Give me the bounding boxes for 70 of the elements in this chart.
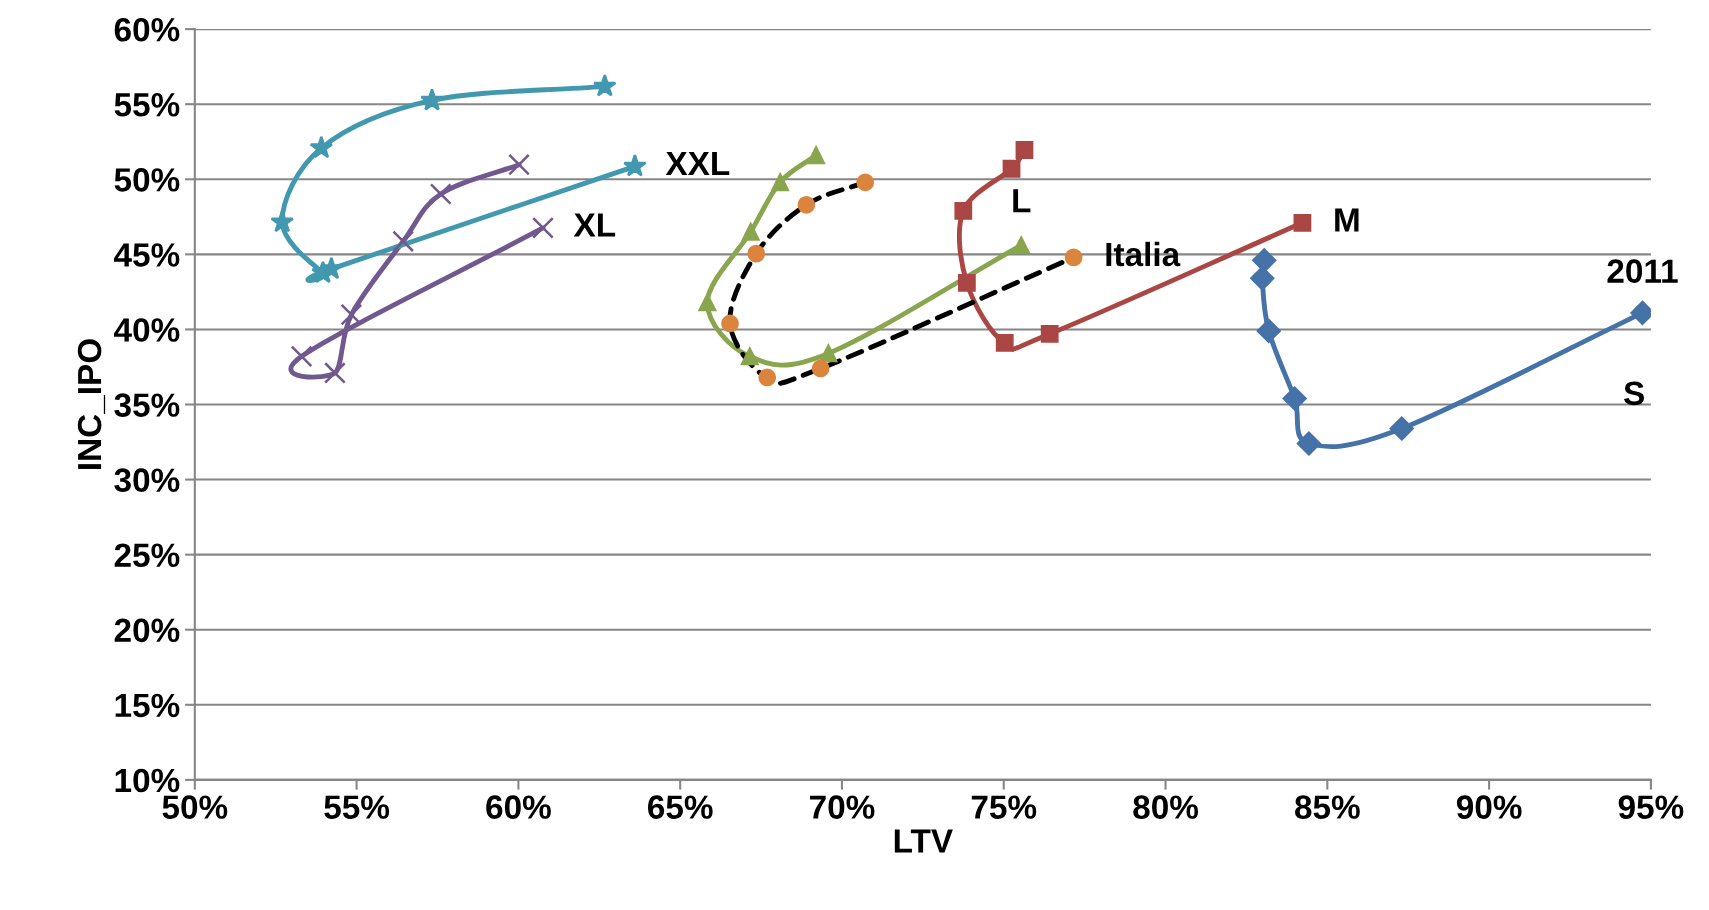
point	[1256, 318, 1281, 343]
point	[1015, 141, 1034, 159]
y-tick-label: 55%	[114, 93, 180, 117]
point	[807, 146, 825, 165]
y-axis-title: INC_IPO	[77, 339, 106, 469]
x-tick-label: 65%	[648, 795, 713, 819]
point	[747, 244, 766, 263]
x-tick-label: 80%	[1133, 795, 1199, 819]
point	[721, 314, 739, 333]
point	[323, 361, 346, 384]
y-tick-label: 50%	[114, 168, 180, 192]
series-label: M	[1335, 208, 1359, 232]
y-tick-label: 10%	[115, 768, 180, 793]
point	[995, 334, 1014, 352]
point	[592, 73, 617, 97]
point	[1252, 248, 1277, 273]
point	[319, 256, 344, 280]
y-tick-label: 35%	[114, 393, 180, 417]
x-tick-label: 75%	[971, 795, 1037, 819]
point	[270, 209, 295, 233]
point	[856, 173, 875, 192]
point	[954, 201, 973, 220]
x-tick-label: 90%	[1456, 795, 1522, 819]
y-tick-label: 45%	[114, 243, 180, 267]
series-label: XXL	[665, 152, 730, 175]
point	[1250, 266, 1275, 291]
x-tick-label: 60%	[486, 795, 551, 819]
point	[1064, 248, 1083, 267]
point	[1282, 386, 1307, 411]
x-tick-label: 95%	[1618, 795, 1684, 819]
point	[1002, 159, 1021, 178]
point	[309, 135, 334, 159]
point	[698, 293, 717, 312]
series-label: XL	[573, 213, 616, 237]
point	[429, 183, 452, 205]
y-tick-label: 25%	[114, 543, 180, 568]
point	[290, 345, 313, 368]
series-label: L	[1013, 189, 1031, 213]
y-tick-label: 40%	[114, 318, 180, 342]
point	[1389, 416, 1414, 441]
point	[741, 222, 760, 241]
point	[957, 273, 976, 292]
point	[797, 195, 816, 214]
y-tick-label: 30%	[114, 468, 180, 493]
y-tick-label: 20%	[114, 618, 180, 643]
point	[532, 216, 554, 239]
point	[811, 359, 830, 378]
series-label: S	[1623, 381, 1644, 406]
point	[340, 303, 363, 326]
series-label: Italia	[1106, 241, 1181, 267]
point	[1012, 236, 1031, 255]
point	[1293, 213, 1312, 232]
annotation: 2011	[1607, 259, 1678, 283]
x-tick-label: 50%	[162, 795, 228, 819]
y-tick-label: 60%	[114, 17, 180, 42]
point	[758, 368, 777, 387]
x-tick-label: 85%	[1295, 795, 1360, 819]
point	[819, 344, 838, 363]
x-tick-label: 55%	[324, 795, 390, 819]
point	[740, 347, 759, 366]
point	[771, 173, 790, 192]
point	[508, 153, 531, 176]
point	[392, 230, 415, 253]
point	[623, 154, 647, 177]
point	[1040, 325, 1059, 343]
point	[1296, 431, 1321, 456]
x-tick-label: 70%	[810, 795, 875, 819]
y-tick-label: 15%	[115, 693, 180, 718]
x-axis-title: LTV	[894, 829, 953, 853]
point	[420, 88, 444, 111]
